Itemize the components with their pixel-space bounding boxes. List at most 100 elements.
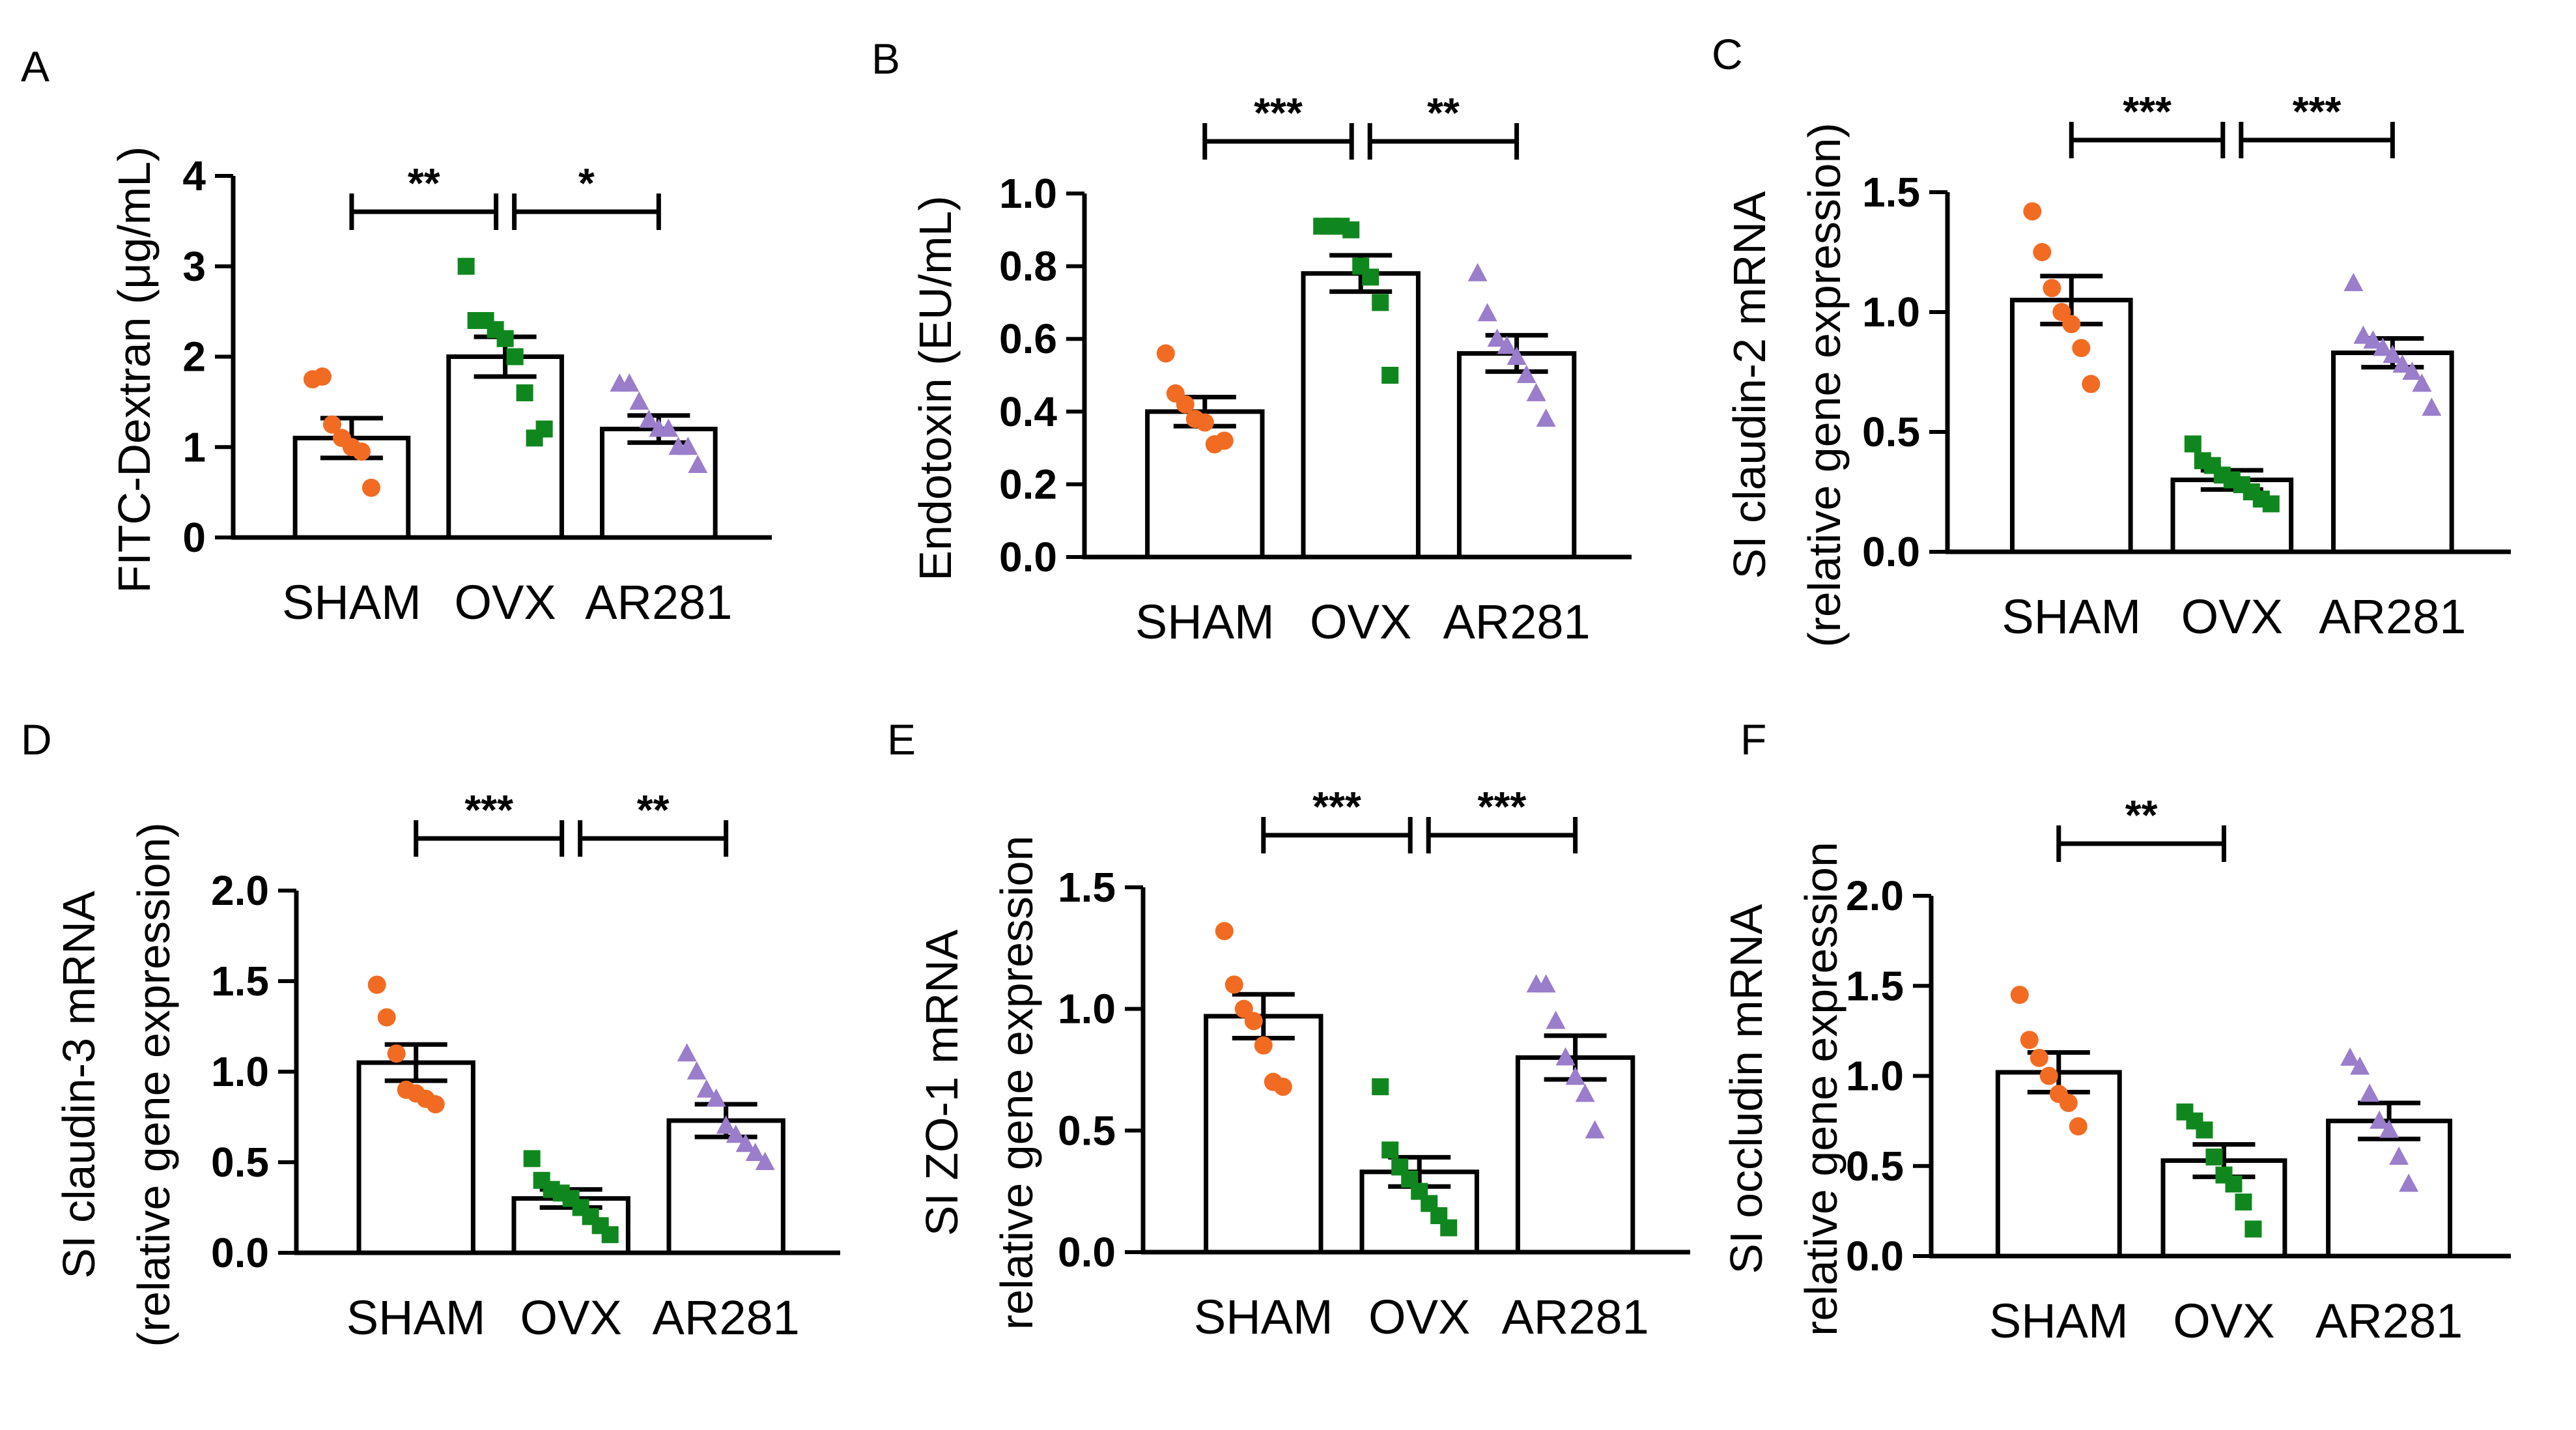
data-point-ar281 [1467,263,1488,281]
panel-f: F 0.0 0.5 1.0 1.5 2.0 SHAM OVX AR281 ** SI occludi… [1721,715,2511,1348]
data-point-ar281 [1526,382,1546,401]
data-point-ar281 [2399,1173,2419,1192]
data-point-ar281 [1487,328,1507,347]
data-point-ar281 [2402,362,2422,380]
data-point-ar281 [1477,303,1497,322]
x-category-label: AR281 [653,1291,800,1345]
data-point-ovx [1381,367,1399,384]
y-axis-title: SI ZO-1 mRNA [916,929,967,1236]
x-category-label: AR281 [1443,595,1590,649]
y-tick-label: 0.0 [1846,1233,1904,1280]
data-point-sham [1195,413,1214,432]
y-tick-label: 1 [182,423,206,470]
y-tick-label: 4 [182,152,206,199]
panel-letter-d: D [21,715,52,764]
data-point-ar281 [735,1134,756,1152]
x-category-label: SHAM [347,1291,486,1345]
y-tick-label: 1.5 [1862,169,1920,216]
data-point-ar281 [658,418,679,437]
panel-letter-a: A [21,42,50,91]
bar-ar281 [2331,350,2454,554]
y-tick-label: 2.0 [1846,872,1904,919]
data-point-sham [322,415,341,434]
data-point-ovx [2262,495,2280,513]
data-point-ar281 [1546,1010,1566,1029]
data-point-ovx [523,1150,541,1167]
panel-e: E 0.0 0.5 1.0 1.5 SHAM OVX AR281 *** *** SI ZO-1 m… [887,715,1690,1344]
panel-c: C 0.0 0.5 1.0 1.5 SHAM OVX AR281 *** *** SI claudi… [1712,30,2511,648]
data-point-ovx [2184,435,2201,453]
x-category-label: OVX [1310,595,1411,649]
bar-sham [2009,298,2133,554]
data-point-sham [1215,922,1234,941]
data-point-ar281 [2353,325,2373,344]
data-point-ar281 [1575,1083,1595,1102]
y-tick-label: 0.5 [1058,1107,1116,1154]
panel-letter-e: E [887,715,916,764]
data-point-ar281 [1555,1047,1576,1066]
data-point-sham [377,1008,396,1027]
x-category-label: SHAM [1194,1290,1333,1344]
y-tick-label: 1.5 [1058,864,1116,911]
data-point-ar281 [1507,347,1527,365]
data-point-ar281 [688,455,708,473]
y-axis-title: SI claudin-2 mRNA [1724,191,1775,579]
y-tick-label: 1.0 [999,170,1057,217]
y-tick-label: 0.0 [1058,1229,1116,1276]
data-point-ovx [1372,294,1389,311]
data-point-ovx [2244,1220,2262,1238]
y-axis-title: SI occludin mRNA [1721,904,1772,1274]
data-point-sham [1215,431,1234,450]
data-point-ar281 [1585,1120,1605,1139]
x-category-label: OVX [2173,1294,2274,1348]
data-point-ar281 [2340,1047,2360,1066]
data-point-sham [2043,279,2061,298]
data-point-ar281 [2383,345,2403,364]
data-point-sham [1224,975,1243,994]
significance-label: *** [1312,783,1361,830]
panel-letter-f: F [1740,715,1766,764]
y-tick-label: 0.5 [1862,408,1920,455]
x-category-label: SHAM [1135,595,1275,649]
data-point-ovx [535,420,553,438]
x-category-label: AR281 [585,575,732,629]
data-point-ovx [2196,1121,2213,1139]
data-point-ar281 [1516,365,1536,383]
x-category-label: SHAM [282,575,421,629]
y-tick-label: 0.4 [999,388,1057,435]
data-point-ar281 [677,1043,697,1062]
data-point-sham [2072,339,2091,358]
y-tick-label: 1.0 [1058,986,1116,1033]
y-tick-label: 0.8 [999,243,1057,290]
y-tick-label: 1.5 [1846,962,1904,1009]
y-tick-label: 1.0 [1862,289,1920,336]
y-tick-label: 0.5 [211,1139,269,1186]
y-tick-label: 0.0 [211,1229,269,1276]
data-point-ar281 [686,1061,707,1080]
y-tick-label: 2.0 [211,867,269,914]
data-point-ar281 [1536,408,1556,427]
data-point-sham [352,442,371,461]
y-axis-title: SI claudin-3 mRNA [53,891,104,1279]
data-point-sham [1273,1078,1292,1096]
significance-label: * [578,160,595,207]
x-category-label: OVX [520,1291,622,1345]
data-point-ovx [601,1226,619,1244]
data-point-sham [1244,1012,1263,1031]
data-point-ar281 [2373,337,2393,356]
data-point-sham [313,367,332,386]
x-category-label: AR281 [2319,590,2466,644]
significance-label: ** [637,786,670,833]
bar-ar281 [599,427,718,540]
bar-sham [1204,1014,1323,1255]
data-point-ar281 [639,409,659,428]
data-point-ar281 [629,391,649,410]
y-axis-title: FITC-Dextran (μg/mL) [109,147,160,593]
data-point-sham [367,975,386,994]
data-point-sham [2062,315,2081,334]
data-point-ar281 [2422,397,2442,416]
data-point-ovx [2235,1194,2252,1211]
